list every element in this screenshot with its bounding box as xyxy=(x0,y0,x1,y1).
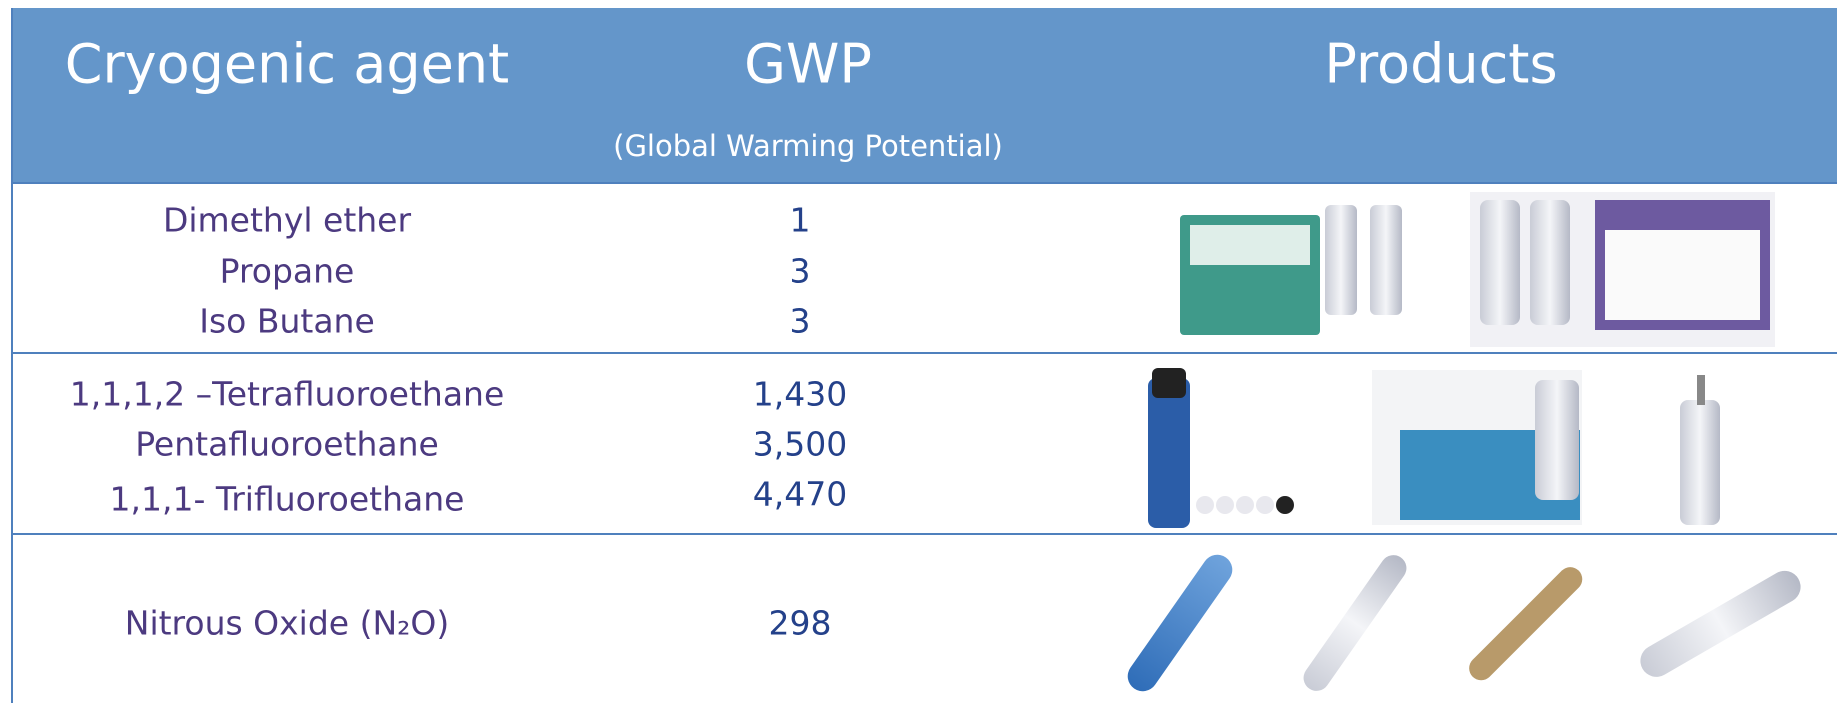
slide: Cryogenic agent GWP (Global Warming Pote… xyxy=(0,0,1837,703)
product-images xyxy=(0,0,1837,703)
